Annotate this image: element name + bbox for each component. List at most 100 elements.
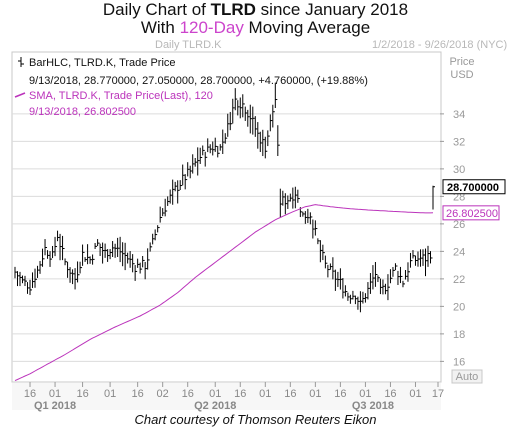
price-bar xyxy=(244,106,248,121)
legend-sma-icon xyxy=(14,92,26,98)
price-bar xyxy=(137,258,140,268)
x-tick-label: 01 xyxy=(259,388,271,400)
price-bar xyxy=(122,242,125,267)
price-bar xyxy=(294,186,298,209)
price-bar xyxy=(367,282,370,300)
y-tick-label: 30 xyxy=(453,164,465,176)
price-bar xyxy=(407,262,410,282)
price-bar xyxy=(92,254,95,265)
price-unit-label: Price xyxy=(449,56,474,68)
y-tick-label: 16 xyxy=(453,356,465,368)
price-bar xyxy=(352,290,355,300)
price-bar xyxy=(329,263,333,270)
price-bar xyxy=(307,208,310,223)
price-bar xyxy=(152,233,155,245)
price-bar xyxy=(389,269,393,284)
price-bar xyxy=(52,245,55,259)
price-bar xyxy=(27,282,30,294)
y-tick-label: 24 xyxy=(453,246,465,258)
price-bar xyxy=(132,254,135,273)
price-bar xyxy=(324,255,328,269)
price-bar xyxy=(69,267,73,283)
price-bar xyxy=(82,244,85,266)
price-bar xyxy=(379,278,383,295)
price-bar xyxy=(194,157,198,167)
price-bar xyxy=(297,189,300,203)
price-bar xyxy=(62,235,65,261)
price-bar xyxy=(237,100,240,116)
price-bar xyxy=(284,193,288,215)
price-bar xyxy=(397,270,400,286)
price-bar xyxy=(174,181,178,192)
price-bar xyxy=(77,261,80,283)
price-bar xyxy=(202,145,205,156)
price-bar xyxy=(277,125,280,157)
auto-scale-button[interactable]: Auto xyxy=(451,369,483,384)
price-bar xyxy=(99,243,103,257)
price-bar xyxy=(217,146,220,158)
price-bar xyxy=(32,272,35,288)
y-tick-label: 28 xyxy=(453,191,465,203)
y-tick-label: 26 xyxy=(453,219,465,231)
date-range-label: 1/2/2018 - 9/26/2018 (NYC) xyxy=(372,39,508,51)
price-bar xyxy=(57,230,60,242)
price-bar xyxy=(227,113,230,137)
x-period-label: Q3 2018 xyxy=(352,400,394,412)
price-bar xyxy=(107,249,110,262)
price-bar xyxy=(19,271,23,287)
price-bar xyxy=(124,242,128,271)
price-bar xyxy=(29,279,33,296)
legend-bar-icon xyxy=(18,57,24,67)
price-bar xyxy=(239,97,243,119)
price-bar xyxy=(337,271,340,287)
price-bar xyxy=(247,109,250,127)
price-bar xyxy=(67,261,70,278)
price-bar xyxy=(224,133,228,144)
legend-sma-values: 9/13/2018, 26.802500 xyxy=(29,106,136,118)
price-bar xyxy=(204,151,208,167)
x-tick-label: 01 xyxy=(409,388,421,400)
x-tick-label: 16 xyxy=(284,388,296,400)
instrument-label: Daily TLRD.K xyxy=(155,39,222,51)
price-bar xyxy=(144,261,148,280)
price-bar xyxy=(159,206,163,223)
price-bar xyxy=(129,251,133,268)
price-bar xyxy=(59,233,63,261)
price-bar xyxy=(167,196,170,206)
last-sma-tag: 26.802500 xyxy=(442,205,500,221)
price-bar xyxy=(42,248,45,267)
x-tick-label: 16 xyxy=(234,388,246,400)
price-bar xyxy=(372,265,375,290)
price-bar xyxy=(394,263,398,271)
price-bar xyxy=(354,295,358,305)
auto-label: Auto xyxy=(456,371,479,383)
price-bar xyxy=(154,229,158,241)
price-bar xyxy=(264,136,268,159)
x-period-label: Q2 2018 xyxy=(194,400,236,412)
price-bar xyxy=(267,130,270,147)
price-bar xyxy=(282,190,285,206)
price-bar xyxy=(187,162,190,177)
price-bar xyxy=(309,212,313,225)
y-tick-label: 34 xyxy=(453,109,465,121)
x-tick-label: 01 xyxy=(104,388,116,400)
price-bar xyxy=(72,269,75,285)
price-bar xyxy=(34,268,38,288)
price-bar xyxy=(84,257,88,262)
price-bar xyxy=(414,255,418,266)
chart-title: Daily Chart of TLRD since January 2018 xyxy=(102,0,409,19)
price-bar xyxy=(17,271,20,287)
price-bar xyxy=(374,261,378,287)
price-bar xyxy=(417,251,420,267)
price-bar xyxy=(399,266,403,284)
price-bar xyxy=(402,280,405,288)
price-bar xyxy=(287,195,290,209)
legend-bar-values: 9/13/2018, 28.770000, 27.050000, 28.7000… xyxy=(29,75,368,87)
price-bar xyxy=(44,239,48,256)
legend: BarHLC, TLRD.K, Trade Price 9/13/2018, 2… xyxy=(14,57,368,118)
y-tick-label: 18 xyxy=(453,329,465,341)
price-bar xyxy=(427,245,430,267)
price-bar xyxy=(242,94,245,118)
price-bar xyxy=(24,275,28,287)
last-price-tag: 28.700000 xyxy=(442,179,506,195)
